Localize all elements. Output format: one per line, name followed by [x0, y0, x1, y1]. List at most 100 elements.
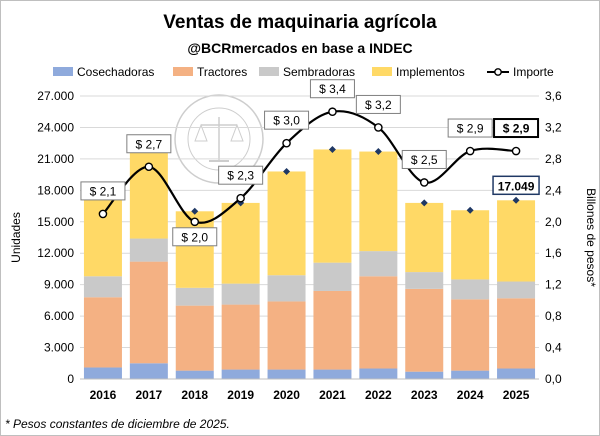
y-tick-label: 18.000	[37, 183, 74, 197]
bar-tractores	[451, 299, 490, 371]
bar-tractores	[83, 297, 122, 368]
legend-label: Tractores	[197, 65, 247, 79]
bar-tractores	[175, 305, 214, 371]
total-marker	[374, 148, 382, 156]
bar-implementos	[313, 149, 352, 263]
x-tick-label: 2022	[365, 388, 392, 402]
y-tick-label: 9.000	[44, 278, 74, 292]
importe-data-label: $ 2,9	[503, 122, 530, 136]
legend-swatch	[173, 67, 193, 76]
bar-cosechadoras	[129, 363, 168, 379]
y2-tick-label: 0,0	[545, 372, 562, 386]
bar-sembradoras	[221, 283, 260, 305]
importe-line: $ 2,1 $ 2,7 $ 2,0 $ 2,3 $ 3,0 $ 3,4 $ 3,2 $ 2,5…	[80, 79, 540, 247]
x-tick-label: 2018	[181, 388, 208, 402]
y2-tick-label: 2,0	[545, 215, 562, 229]
y2-tick-label: 3,2	[545, 120, 562, 134]
y2-tick-label: 0,8	[545, 309, 562, 323]
y2-axis-title: Billones de pesos*	[584, 188, 598, 287]
y2-tick-label: 3,6	[545, 89, 562, 103]
y-tick-label: 3.000	[44, 341, 74, 355]
bar-cosechadoras	[267, 369, 306, 379]
x-tick-label: 2019	[227, 388, 254, 402]
bar-cosechadoras	[313, 369, 352, 379]
y2-tick-label: 0,4	[545, 341, 562, 355]
importe-point	[374, 123, 383, 132]
bar-sembradoras	[405, 272, 444, 289]
importe-point	[144, 162, 154, 172]
x-tick-label: 2017	[135, 388, 162, 402]
importe-point	[511, 146, 521, 156]
legend-swatch	[53, 67, 73, 76]
chart-legend: Cosechadoras Tractores Sembradoras Implemen…	[53, 65, 554, 79]
legend-swatch	[259, 67, 279, 76]
bar-implementos	[451, 210, 490, 280]
legend-label: Cosechadoras	[77, 65, 154, 79]
importe-label-box	[218, 165, 264, 185]
legend-swatch	[372, 67, 392, 76]
importe-data-label: $ 3,2	[365, 98, 392, 112]
importe-label-box	[264, 110, 310, 130]
bar-cosechadoras	[497, 368, 536, 379]
bar-cosechadoras	[175, 370, 214, 379]
chart-bars	[83, 140, 536, 379]
bar-implementos	[83, 192, 122, 277]
importe-label-box	[447, 118, 493, 138]
total-marker	[466, 206, 474, 214]
y2-tick-label: 2,4	[545, 183, 562, 197]
bar-sembradoras	[83, 276, 122, 298]
y-tick-label: 24.000	[37, 120, 74, 134]
legend-label: Implementos	[396, 65, 465, 79]
importe-label-box	[126, 134, 172, 154]
bar-implementos	[221, 202, 260, 284]
bar-sembradoras	[267, 275, 306, 302]
bar-tractores	[405, 288, 444, 372]
chart-subtitle: @BCRmercados en base a INDEC	[187, 40, 412, 56]
importe-label-box	[309, 79, 355, 99]
importe-data-label: $ 2,3	[227, 169, 254, 183]
importe-label-box	[401, 149, 447, 169]
importe-point	[419, 178, 429, 187]
bar-tractores	[267, 301, 306, 370]
y-tick-label: 12.000	[37, 246, 74, 260]
bar-sembradoras	[497, 281, 536, 299]
bar-implementos	[129, 140, 168, 239]
bar-tractores	[359, 276, 398, 369]
legend-marker	[494, 68, 502, 76]
bar-cosechadoras	[83, 367, 122, 379]
y2-tick-label: 2,8	[545, 152, 562, 166]
bar-tractores	[221, 304, 260, 370]
chart-title: Ventas de maquinaria agrícola	[163, 12, 437, 33]
importe-data-label: $ 3,4	[319, 82, 346, 96]
total-marker	[191, 207, 199, 215]
y2-tick-label: 1,2	[545, 278, 562, 292]
x-tick-label: 2021	[319, 388, 346, 402]
bar-implementos	[405, 202, 444, 273]
importe-data-label: $ 2,0	[181, 230, 208, 244]
x-tick-label: 2024	[457, 388, 484, 402]
importe-label-box	[172, 227, 218, 247]
bar-tractores	[313, 290, 352, 370]
bar-sembradoras	[129, 238, 168, 262]
bar-implementos	[359, 151, 398, 252]
y-tick-label: 15.000	[37, 215, 74, 229]
y-axis-title: Unidades	[9, 212, 23, 263]
bar-sembradoras	[451, 279, 490, 300]
bar-cosechadoras	[359, 368, 398, 379]
y-tick-label: 0	[67, 372, 74, 386]
y-tick-label: 27.000	[37, 89, 74, 103]
importe-point	[190, 217, 200, 227]
bar-sembradoras	[175, 287, 214, 306]
y2-tick-label: 1,6	[545, 246, 562, 260]
total-marker	[283, 167, 291, 175]
legend-label: Sembradoras	[283, 65, 355, 79]
importe-label-box	[80, 181, 126, 201]
y-tick-label: 6.000	[44, 309, 74, 323]
importe-data-label: $ 2,9	[457, 122, 484, 136]
x-tick-label: 2020	[273, 388, 300, 402]
footnote: * Pesos constantes de diciembre de 2025.	[5, 417, 230, 431]
importe-data-label: $ 2,5	[411, 153, 438, 167]
total-marker	[328, 145, 336, 153]
importe-label-box	[493, 118, 540, 139]
